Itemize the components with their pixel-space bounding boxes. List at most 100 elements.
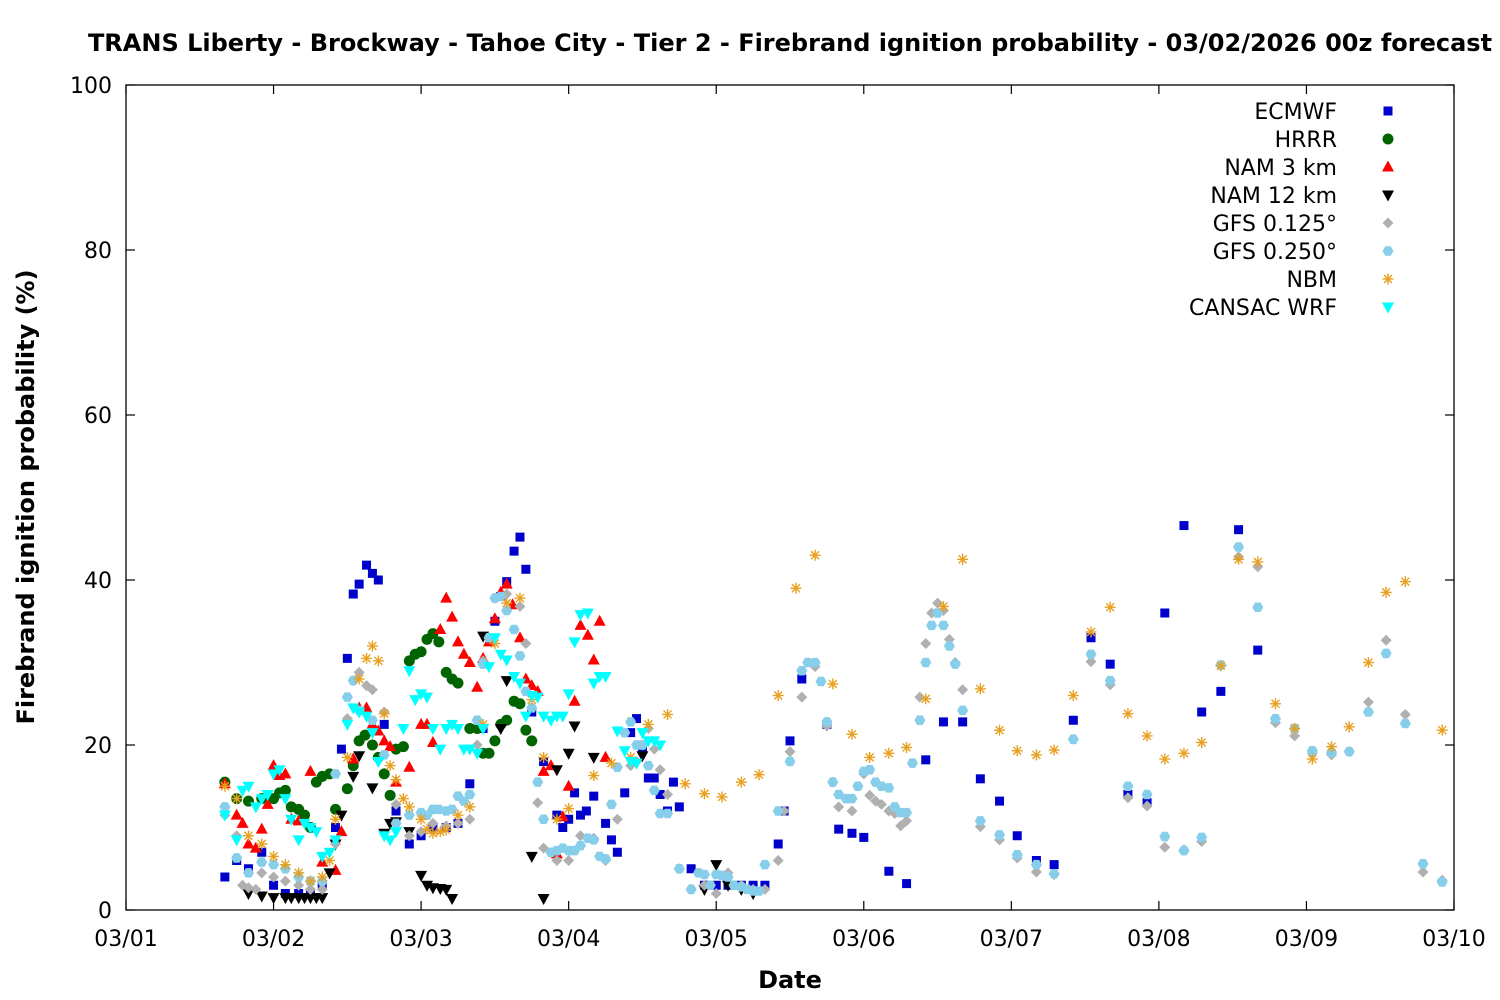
data-point bbox=[654, 740, 667, 752]
data-point bbox=[521, 564, 531, 574]
data-point bbox=[242, 781, 255, 793]
data-point bbox=[366, 715, 378, 726]
data-point bbox=[588, 770, 600, 782]
data-point bbox=[1122, 708, 1134, 720]
data-point-stroke bbox=[902, 743, 912, 752]
data-point-stroke bbox=[391, 775, 401, 785]
data-point bbox=[1362, 707, 1374, 717]
data-point bbox=[570, 788, 580, 798]
data-point bbox=[532, 797, 544, 809]
series-nam-3-km bbox=[218, 577, 612, 875]
data-point bbox=[827, 777, 839, 787]
data-point bbox=[722, 872, 734, 882]
data-point bbox=[1399, 576, 1411, 588]
data-point bbox=[373, 575, 383, 585]
data-point bbox=[636, 751, 649, 763]
data-point bbox=[833, 801, 845, 813]
data-point bbox=[655, 790, 665, 799]
data-point bbox=[625, 717, 637, 727]
data-point bbox=[341, 751, 353, 763]
data-point bbox=[268, 859, 280, 870]
data-point-stroke bbox=[1437, 725, 1447, 735]
data-point-stroke bbox=[325, 856, 335, 865]
data-point bbox=[509, 546, 519, 556]
data-point bbox=[994, 830, 1006, 840]
data-point bbox=[611, 726, 624, 738]
data-points bbox=[218, 521, 1448, 905]
data-point bbox=[525, 851, 538, 863]
data-point bbox=[501, 714, 513, 726]
data-point bbox=[242, 868, 254, 878]
y-tick-label: 60 bbox=[84, 404, 112, 429]
data-point-stroke bbox=[607, 758, 616, 768]
data-point-stroke bbox=[280, 860, 290, 870]
y-tick-label: 80 bbox=[84, 239, 112, 264]
data-point bbox=[452, 817, 464, 829]
data-point bbox=[649, 773, 659, 783]
legend-label: HRRR bbox=[1275, 128, 1337, 153]
data-point bbox=[600, 854, 612, 864]
data-point bbox=[846, 793, 858, 804]
data-point-stroke bbox=[921, 694, 931, 704]
data-point bbox=[575, 810, 585, 820]
data-point bbox=[446, 893, 459, 905]
data-point bbox=[361, 652, 373, 664]
data-point bbox=[581, 806, 591, 816]
data-point bbox=[902, 879, 912, 889]
data-point-stroke bbox=[435, 827, 445, 837]
data-point bbox=[242, 882, 254, 894]
data-point bbox=[772, 806, 784, 816]
y-axis-label: Firebrand ignition probability (%) bbox=[12, 269, 40, 724]
legend-marker bbox=[1382, 246, 1394, 256]
data-point bbox=[452, 809, 464, 821]
data-point bbox=[581, 608, 594, 620]
data-point bbox=[501, 597, 513, 609]
x-tick-label: 03/02 bbox=[242, 927, 305, 952]
data-point bbox=[958, 717, 968, 727]
data-point bbox=[366, 728, 379, 740]
data-point-stroke bbox=[1179, 748, 1189, 758]
data-point bbox=[551, 813, 563, 825]
data-point bbox=[1233, 542, 1245, 552]
data-point bbox=[704, 880, 716, 891]
data-point bbox=[1105, 659, 1115, 669]
data-point bbox=[390, 774, 402, 786]
data-point bbox=[1178, 845, 1190, 856]
data-point bbox=[366, 783, 379, 795]
data-point bbox=[279, 767, 292, 779]
data-point bbox=[668, 777, 678, 787]
data-point bbox=[331, 823, 341, 832]
data-point bbox=[335, 810, 348, 822]
data-point-stroke bbox=[865, 752, 875, 762]
data-point bbox=[279, 859, 291, 871]
data-point bbox=[404, 839, 414, 849]
data-point bbox=[1196, 832, 1208, 843]
data-point bbox=[256, 857, 268, 867]
data-point bbox=[440, 884, 453, 896]
data-point bbox=[642, 760, 654, 771]
data-point-stroke bbox=[1234, 554, 1244, 564]
data-point bbox=[648, 736, 661, 748]
data-point-stroke bbox=[1253, 557, 1263, 567]
data-point-stroke bbox=[663, 710, 672, 719]
data-point bbox=[790, 582, 802, 594]
data-point-stroke bbox=[1327, 742, 1336, 752]
series-nbm bbox=[219, 549, 1448, 887]
data-point bbox=[601, 818, 611, 828]
data-point-stroke bbox=[257, 839, 267, 849]
data-point bbox=[920, 657, 932, 668]
data-point bbox=[698, 788, 710, 800]
data-point bbox=[494, 724, 507, 735]
data-point bbox=[1104, 601, 1116, 613]
data-point bbox=[353, 751, 366, 763]
data-point bbox=[526, 735, 538, 747]
data-point bbox=[1067, 734, 1079, 744]
data-point bbox=[488, 612, 501, 624]
data-point bbox=[378, 768, 390, 780]
data-point-stroke bbox=[589, 771, 599, 780]
data-point bbox=[508, 624, 520, 635]
data-point bbox=[426, 736, 439, 748]
x-tick-label: 03/01 bbox=[94, 927, 157, 952]
data-point bbox=[821, 717, 833, 727]
data-point bbox=[883, 783, 895, 793]
